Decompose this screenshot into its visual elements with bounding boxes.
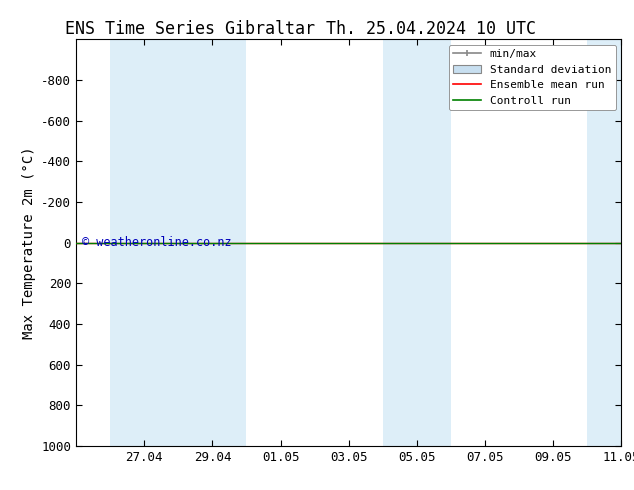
Legend: min/max, Standard deviation, Ensemble mean run, Controll run: min/max, Standard deviation, Ensemble me… [449,45,616,110]
Text: © weatheronline.co.nz: © weatheronline.co.nz [82,236,231,249]
Y-axis label: Max Temperature 2m (°C): Max Temperature 2m (°C) [22,146,36,339]
Bar [587,39,634,446]
Bar [110,39,178,446]
Text: Th. 25.04.2024 10 UTC: Th. 25.04.2024 10 UTC [326,20,536,38]
Text: ENS Time Series Gibraltar: ENS Time Series Gibraltar [65,20,315,38]
Bar [178,39,247,446]
Bar [383,39,451,446]
